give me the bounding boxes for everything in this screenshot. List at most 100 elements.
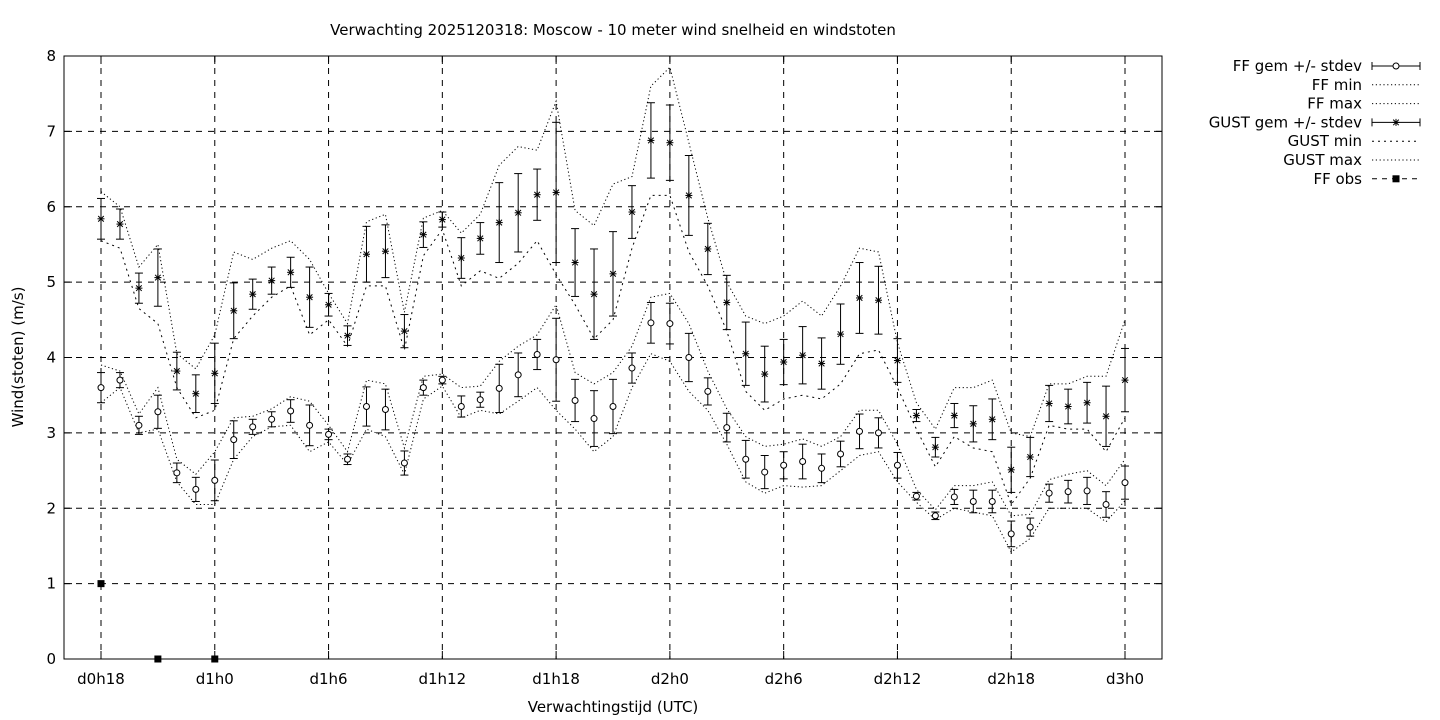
ff-mean-point (476, 391, 485, 408)
ff-mean-point (1007, 520, 1016, 548)
legend-label: FF obs (1313, 170, 1362, 188)
plot-frame (63, 55, 1163, 660)
ff-mean-point (893, 451, 902, 479)
y-tick-label: 8 (46, 47, 56, 65)
gust-mean-point (514, 173, 523, 253)
gust-mean-point (210, 342, 219, 404)
ff-mean-point (400, 450, 409, 476)
gust-mean-point (324, 292, 333, 317)
ff-mean-point (571, 378, 580, 423)
gust-mean-point (115, 208, 124, 240)
gust-mean-point (571, 228, 580, 297)
gust-mean-point (381, 224, 390, 279)
ff-obs-point (97, 580, 105, 588)
ff-mean-point (1121, 465, 1129, 500)
ff-mean-point (1083, 476, 1092, 505)
gust-mean-point (343, 325, 352, 346)
gust-mean-point (684, 154, 693, 236)
ff-mean-point (741, 439, 750, 479)
gust-mean-point (533, 168, 542, 221)
gust-mean-point (590, 248, 599, 340)
y-tick-label: 1 (46, 575, 56, 593)
ff-mean-point (665, 302, 674, 345)
ff-mean-point (1102, 491, 1111, 518)
chart-title: Verwachting 2025120318: Moscow - 10 mete… (330, 21, 896, 39)
legend-label: GUST gem +/- stdev (1209, 113, 1362, 131)
ff-mean-point (760, 454, 769, 490)
ff-mean-point (552, 317, 561, 402)
ff-mean-point (134, 415, 143, 435)
grid-lines (64, 55, 1162, 660)
gust-mean-point (760, 345, 769, 403)
gust-mean-point (153, 248, 162, 307)
ff-mean-point (191, 476, 200, 502)
legend-label: FF max (1307, 95, 1362, 113)
gust-mean-point (703, 222, 712, 276)
ff-mean-point (912, 491, 921, 501)
gust-mean-point (779, 338, 788, 386)
ff-mean-point (248, 418, 257, 435)
gust-mean-point (495, 182, 504, 264)
ff-mean-point (950, 488, 959, 505)
y-tick-label: 4 (46, 349, 56, 367)
legend-label: GUST max (1283, 151, 1362, 169)
ff-mean-point (514, 352, 523, 398)
legend-symbol (1371, 62, 1421, 70)
gust-mean-point (1045, 384, 1054, 423)
ff-mean-point (684, 332, 693, 383)
y-tick-label: 3 (46, 424, 56, 442)
ff-mean-point (722, 412, 731, 443)
ff-mean-point (153, 394, 162, 429)
x-tick-label: d1h0 (196, 670, 234, 688)
gust-mean-point (665, 104, 674, 181)
ff-mean-point (362, 386, 371, 427)
ff-mean-point (609, 378, 617, 435)
ff-mean-point (931, 511, 940, 521)
ff-mean-point (703, 377, 712, 406)
ff-mean-point (988, 489, 997, 514)
gust-mean-point (988, 398, 997, 441)
gust-mean-point (476, 222, 485, 255)
gust-mean-point (1083, 381, 1092, 424)
gust-mean-point (362, 225, 371, 283)
gust-mean-point (229, 282, 238, 340)
gust-mean-point (286, 256, 295, 288)
x-tick-label: d1h18 (532, 670, 580, 688)
ff-mean-point (324, 428, 333, 441)
ff-mean-point (1064, 479, 1073, 504)
gust-mean-point (1102, 385, 1111, 447)
gust-mean-point (438, 211, 447, 228)
legend-symbol (1371, 118, 1421, 127)
x-tick-label: d1h6 (309, 670, 347, 688)
gust-mean-point (400, 314, 409, 349)
ff-obs-point (211, 655, 219, 663)
gust-max-line (100, 66, 1126, 438)
gust-mean-point (950, 402, 959, 429)
ff-mean-point (115, 372, 124, 389)
ff-mean-point (267, 411, 276, 428)
ff-mean-point (798, 443, 807, 480)
gust-mean-point (817, 337, 826, 390)
ff-mean-point (969, 489, 978, 514)
y-axis-label: Wind(stoten) (m/s) (9, 287, 27, 428)
gust-mean-point (874, 265, 883, 335)
x-tick-label: d3h0 (1106, 670, 1144, 688)
ff-mean-point (779, 451, 788, 480)
gust-min-line (100, 194, 1126, 506)
x-tick-label: d2h0 (651, 670, 689, 688)
ff-mean-point (438, 375, 447, 385)
ff-mean-point (817, 453, 826, 484)
ff-mean-point (97, 372, 105, 404)
legend-symbol (1372, 175, 1420, 183)
gust-mean-point (646, 102, 655, 179)
gust-mean-point (969, 405, 978, 443)
y-tick-label: 0 (46, 650, 56, 668)
gust-mean-point (1007, 446, 1016, 493)
y-tick-label: 2 (46, 499, 56, 517)
ff-mean-point (305, 404, 314, 447)
y-tick-labels: 0 1 2 3 4 5 6 7 8 (46, 47, 56, 668)
ff-mean-point (1045, 483, 1054, 503)
x-tick-label: d0h18 (77, 670, 125, 688)
ff-mean-point (286, 399, 295, 423)
